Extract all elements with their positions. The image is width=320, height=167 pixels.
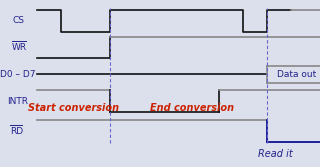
- Text: D0 – D7: D0 – D7: [0, 70, 36, 79]
- Text: WR: WR: [12, 43, 27, 52]
- Text: CS: CS: [12, 16, 24, 25]
- Text: End conversion: End conversion: [150, 103, 234, 113]
- Text: INTR: INTR: [7, 97, 28, 106]
- Text: RD: RD: [10, 127, 23, 136]
- Text: Start conversion: Start conversion: [28, 103, 119, 113]
- Text: Data out: Data out: [277, 70, 316, 79]
- Text: Read it: Read it: [259, 149, 293, 159]
